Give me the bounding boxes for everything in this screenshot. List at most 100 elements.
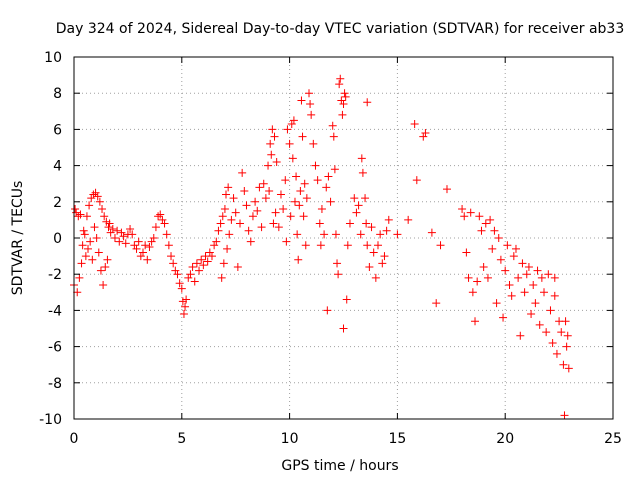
data-point (162, 230, 171, 239)
data-point (352, 208, 361, 217)
data-point (527, 310, 536, 319)
data-point (340, 89, 349, 98)
data-point (238, 168, 247, 177)
data-point (195, 266, 204, 275)
data-point (378, 259, 387, 268)
axis-ticks: 0 5 10 15 20 25 -10 -8 -6 -4 -2 0 2 4 6 8 10 (39, 50, 622, 447)
data-point (178, 297, 187, 306)
data-point (297, 96, 306, 105)
x-axis-label: GPS time / hours (281, 458, 398, 474)
data-point (229, 194, 238, 203)
data-point (365, 262, 374, 271)
data-point (289, 116, 298, 125)
data-point (173, 270, 182, 279)
data-point (151, 223, 160, 232)
data-point (214, 226, 223, 235)
data-point (95, 197, 104, 206)
y-tick-label: -8 (48, 376, 62, 392)
y-axis-label: SDTVAR / TECUs (10, 181, 26, 296)
data-point (292, 172, 301, 181)
data-point (339, 324, 348, 333)
data-point (181, 302, 190, 311)
data-point (503, 241, 512, 250)
data-point (223, 244, 232, 253)
data-point (471, 317, 480, 326)
data-point (267, 150, 276, 159)
data-point (227, 215, 236, 224)
data-point (205, 248, 214, 257)
data-point (458, 205, 467, 214)
data-point (160, 219, 169, 228)
y-tick-label: 8 (53, 86, 62, 102)
data-point (186, 270, 195, 279)
data-point (338, 110, 347, 119)
data-point (75, 273, 84, 282)
y-tick-label: 0 (53, 231, 62, 247)
data-point (80, 230, 89, 239)
data-point (380, 252, 389, 261)
data-point (548, 338, 557, 347)
data-point (427, 228, 436, 237)
data-point (190, 277, 199, 286)
data-point (315, 219, 324, 228)
data-point (376, 230, 385, 239)
data-point (128, 230, 137, 239)
data-point (179, 310, 188, 319)
data-point (141, 241, 150, 250)
data-point (557, 328, 566, 337)
data-point (524, 262, 533, 271)
data-point (167, 252, 176, 261)
data-point (244, 226, 253, 235)
data-point (257, 223, 266, 232)
data-point (509, 252, 518, 261)
data-point (301, 241, 310, 250)
data-point (300, 179, 309, 188)
data-point (540, 288, 549, 297)
data-point (264, 161, 273, 170)
data-point (102, 217, 111, 226)
data-point (490, 226, 499, 235)
data-point (143, 255, 152, 264)
data-point (115, 237, 124, 246)
data-point (246, 237, 255, 246)
data-point (218, 212, 227, 221)
data-point (298, 132, 307, 141)
data-point (216, 219, 225, 228)
data-point (76, 210, 85, 219)
data-point (203, 257, 212, 266)
data-point (483, 273, 492, 282)
data-point (248, 212, 257, 221)
data-point (100, 212, 109, 221)
data-point (94, 248, 103, 257)
data-point (345, 219, 354, 228)
data-point (518, 259, 527, 268)
data-point (288, 154, 297, 163)
data-point (343, 241, 352, 250)
data-point (309, 139, 318, 148)
data-point (86, 237, 95, 246)
data-point (537, 273, 546, 282)
data-point (272, 157, 281, 166)
data-point (410, 119, 419, 128)
data-point (90, 223, 99, 232)
data-point (479, 262, 488, 271)
data-point (108, 224, 117, 233)
x-tick-label: 25 (604, 431, 622, 447)
data-point (110, 234, 119, 242)
y-tick-label: 6 (53, 122, 62, 138)
data-point (358, 168, 367, 177)
data-point (316, 241, 325, 250)
chart-title: Day 324 of 2024, Sidereal Day-to-day VTE… (56, 21, 625, 37)
data-point (210, 241, 219, 250)
data-point (73, 288, 82, 297)
data-point (268, 125, 277, 134)
data-point (373, 241, 382, 250)
data-point (362, 219, 371, 228)
data-point (307, 110, 316, 119)
data-point (393, 230, 402, 239)
data-point (169, 259, 178, 268)
data-point (432, 299, 441, 308)
data-point (81, 252, 90, 261)
data-point (72, 208, 81, 217)
data-point (147, 237, 156, 246)
